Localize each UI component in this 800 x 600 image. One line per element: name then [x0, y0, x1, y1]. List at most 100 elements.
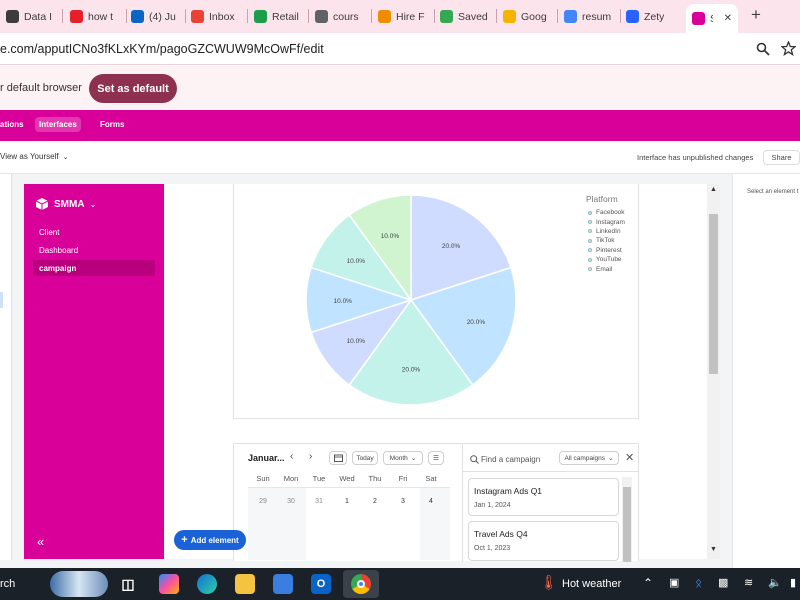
task-view-icon[interactable]: ◫: [121, 575, 135, 592]
pie-slice-instagram[interactable]: [409, 266, 517, 386]
tab-keep[interactable]: Goog: [503, 4, 551, 29]
close-tab-icon[interactable]: ✕: [723, 13, 732, 24]
tab-openai[interactable]: Data I: [6, 4, 56, 29]
scroll-up-icon[interactable]: ▲: [710, 186, 717, 193]
tab-smma[interactable]: Sl ✕: [686, 4, 738, 33]
battery-icon[interactable]: ▮: [790, 577, 797, 589]
calendar-date-picker[interactable]: [329, 451, 347, 465]
legend-item-youtube[interactable]: YouTube: [588, 255, 625, 264]
sidebar-item-label: campaign: [39, 264, 77, 273]
tab-label: how t: [88, 10, 114, 23]
calendar-day[interactable]: 29: [259, 498, 267, 505]
calendar-day[interactable]: 4: [429, 498, 433, 505]
copilot-icon[interactable]: [159, 574, 179, 594]
file-explorer-icon[interactable]: [235, 574, 255, 594]
tab-zety[interactable]: Zety: [626, 4, 676, 29]
calendar-settings-icon[interactable]: ☰: [428, 451, 444, 465]
url-field[interactable]: e.com/apputICNo3fKLxKYm/pagoGZCWUW9McOwF…: [0, 42, 324, 56]
left-panel: [0, 174, 12, 560]
weather-label[interactable]: Hot weather: [562, 578, 622, 590]
zoom-icon[interactable]: [756, 42, 770, 56]
close-icon[interactable]: ✕: [625, 452, 635, 464]
campaign-search-input[interactable]: Find a campaign: [481, 455, 541, 464]
add-element-button[interactable]: + Add element: [174, 530, 246, 550]
outlook-icon[interactable]: O: [311, 574, 331, 594]
tab-youtube[interactable]: how t: [70, 4, 120, 29]
list-scrollbar[interactable]: [622, 477, 632, 562]
tab-gmail[interactable]: Inbox: [191, 4, 241, 29]
set-default-button[interactable]: Set as default: [89, 74, 177, 103]
calendar-week-row[interactable]: 29 30 31 1 2 3 4: [249, 498, 445, 505]
nav-automations[interactable]: ations: [0, 120, 24, 129]
calendar-day[interactable]: 1: [345, 498, 349, 505]
unpublished-status: Interface has unpublished changes: [637, 153, 754, 162]
share-button[interactable]: Share: [763, 150, 800, 165]
cube-icon: [35, 198, 49, 210]
legend-item-instagram[interactable]: Instagram: [588, 217, 625, 226]
microsoft-store-icon[interactable]: [273, 574, 293, 594]
campaign-card[interactable]: Travel Ads Q4 Oct 1, 2023: [468, 521, 619, 561]
pie-slice-facebook[interactable]: [410, 194, 512, 302]
pie-slice-label: 10.0%: [347, 338, 366, 345]
search-highlight-icon[interactable]: [50, 571, 108, 597]
scroll-down-icon[interactable]: ▼: [710, 546, 717, 553]
sidebar-item-client[interactable]: Client: [39, 228, 60, 237]
wifi-icon[interactable]: ≋: [744, 577, 754, 589]
campaign-card[interactable]: Instagram Ads Q1 Jan 1, 2024: [468, 478, 619, 516]
prev-month-icon[interactable]: ‹: [290, 451, 294, 462]
taskbar-search[interactable]: rch: [0, 578, 16, 590]
weekday-label: Sun: [256, 474, 270, 483]
tab-globe[interactable]: cours: [315, 4, 365, 29]
chrome-icon[interactable]: [351, 574, 371, 594]
tab-separator: [620, 9, 621, 23]
tab-star[interactable]: Hire F: [378, 4, 428, 29]
canvas-scrollbar-thumb[interactable]: [709, 214, 718, 374]
smma-icon: [692, 12, 705, 25]
left-panel-handle[interactable]: [0, 292, 3, 308]
workspace-switcher[interactable]: SMMA ⌄: [35, 197, 96, 211]
pie-slice-label: 20.0%: [467, 319, 486, 326]
bookmark-star-icon[interactable]: [781, 41, 796, 56]
pie-slice-email[interactable]: [348, 194, 412, 303]
pie-slice-label: 20.0%: [442, 243, 461, 250]
pie-chart-card[interactable]: 20.0% 20.0% 20.0% 10.0% 10.0% 10.0% 10.0% Plat…: [233, 184, 639, 419]
legend-item-linkedin[interactable]: LinkedIn: [588, 227, 625, 236]
month-view-select[interactable]: Month ⌄: [383, 451, 423, 465]
legend-label: YouTube: [596, 256, 622, 264]
view-label: Month: [389, 454, 408, 462]
tab-retail[interactable]: Retail: [254, 4, 302, 29]
speaker-icon[interactable]: 🔈: [768, 577, 782, 589]
google-icon: [564, 10, 577, 23]
pie-slice-linkedin[interactable]: [348, 298, 474, 406]
nav-interfaces[interactable]: Interfaces: [35, 117, 81, 132]
calendar-day[interactable]: 3: [401, 498, 405, 505]
legend-item-tiktok[interactable]: TikTok: [588, 236, 625, 245]
list-scrollbar-thumb[interactable]: [623, 487, 631, 562]
tab-label: resum: [582, 10, 612, 23]
edge-icon[interactable]: [197, 574, 217, 594]
calendar-day[interactable]: 2: [373, 498, 377, 505]
legend-label: Instagram: [596, 218, 625, 226]
next-month-icon[interactable]: ›: [309, 451, 313, 462]
camera-icon[interactable]: ▩: [718, 577, 729, 589]
bluetooth-icon[interactable]: ᛟ: [695, 576, 703, 590]
tab-linkedin[interactable]: (4) Ju: [131, 4, 179, 29]
new-tab-button[interactable]: +: [751, 5, 761, 24]
chevron-up-icon[interactable]: ⌃: [643, 576, 654, 590]
nav-forms[interactable]: Forms: [100, 120, 125, 129]
meet-icon[interactable]: ▣: [669, 577, 680, 589]
tab-separator: [371, 9, 372, 23]
collapse-sidebar-icon[interactable]: «: [37, 534, 45, 549]
tab-google-drive[interactable]: Saved: [440, 4, 490, 29]
legend-item-pinterest[interactable]: Pinterest: [588, 246, 625, 255]
legend-item-facebook[interactable]: Facebook: [588, 208, 625, 217]
sidebar-item-campaign-active[interactable]: campaign: [33, 260, 155, 276]
today-button[interactable]: Today: [352, 451, 378, 465]
calendar-day[interactable]: 30: [287, 498, 295, 505]
sidebar-item-dashboard[interactable]: Dashboard: [39, 246, 79, 255]
tab-google[interactable]: resum: [564, 4, 614, 29]
view-as-dropdown[interactable]: View as Yourself ⌄: [0, 152, 68, 161]
campaign-filter-select[interactable]: All campaigns ⌄: [559, 451, 619, 465]
calendar-day[interactable]: 31: [315, 498, 323, 505]
legend-item-email[interactable]: Email: [588, 264, 625, 273]
